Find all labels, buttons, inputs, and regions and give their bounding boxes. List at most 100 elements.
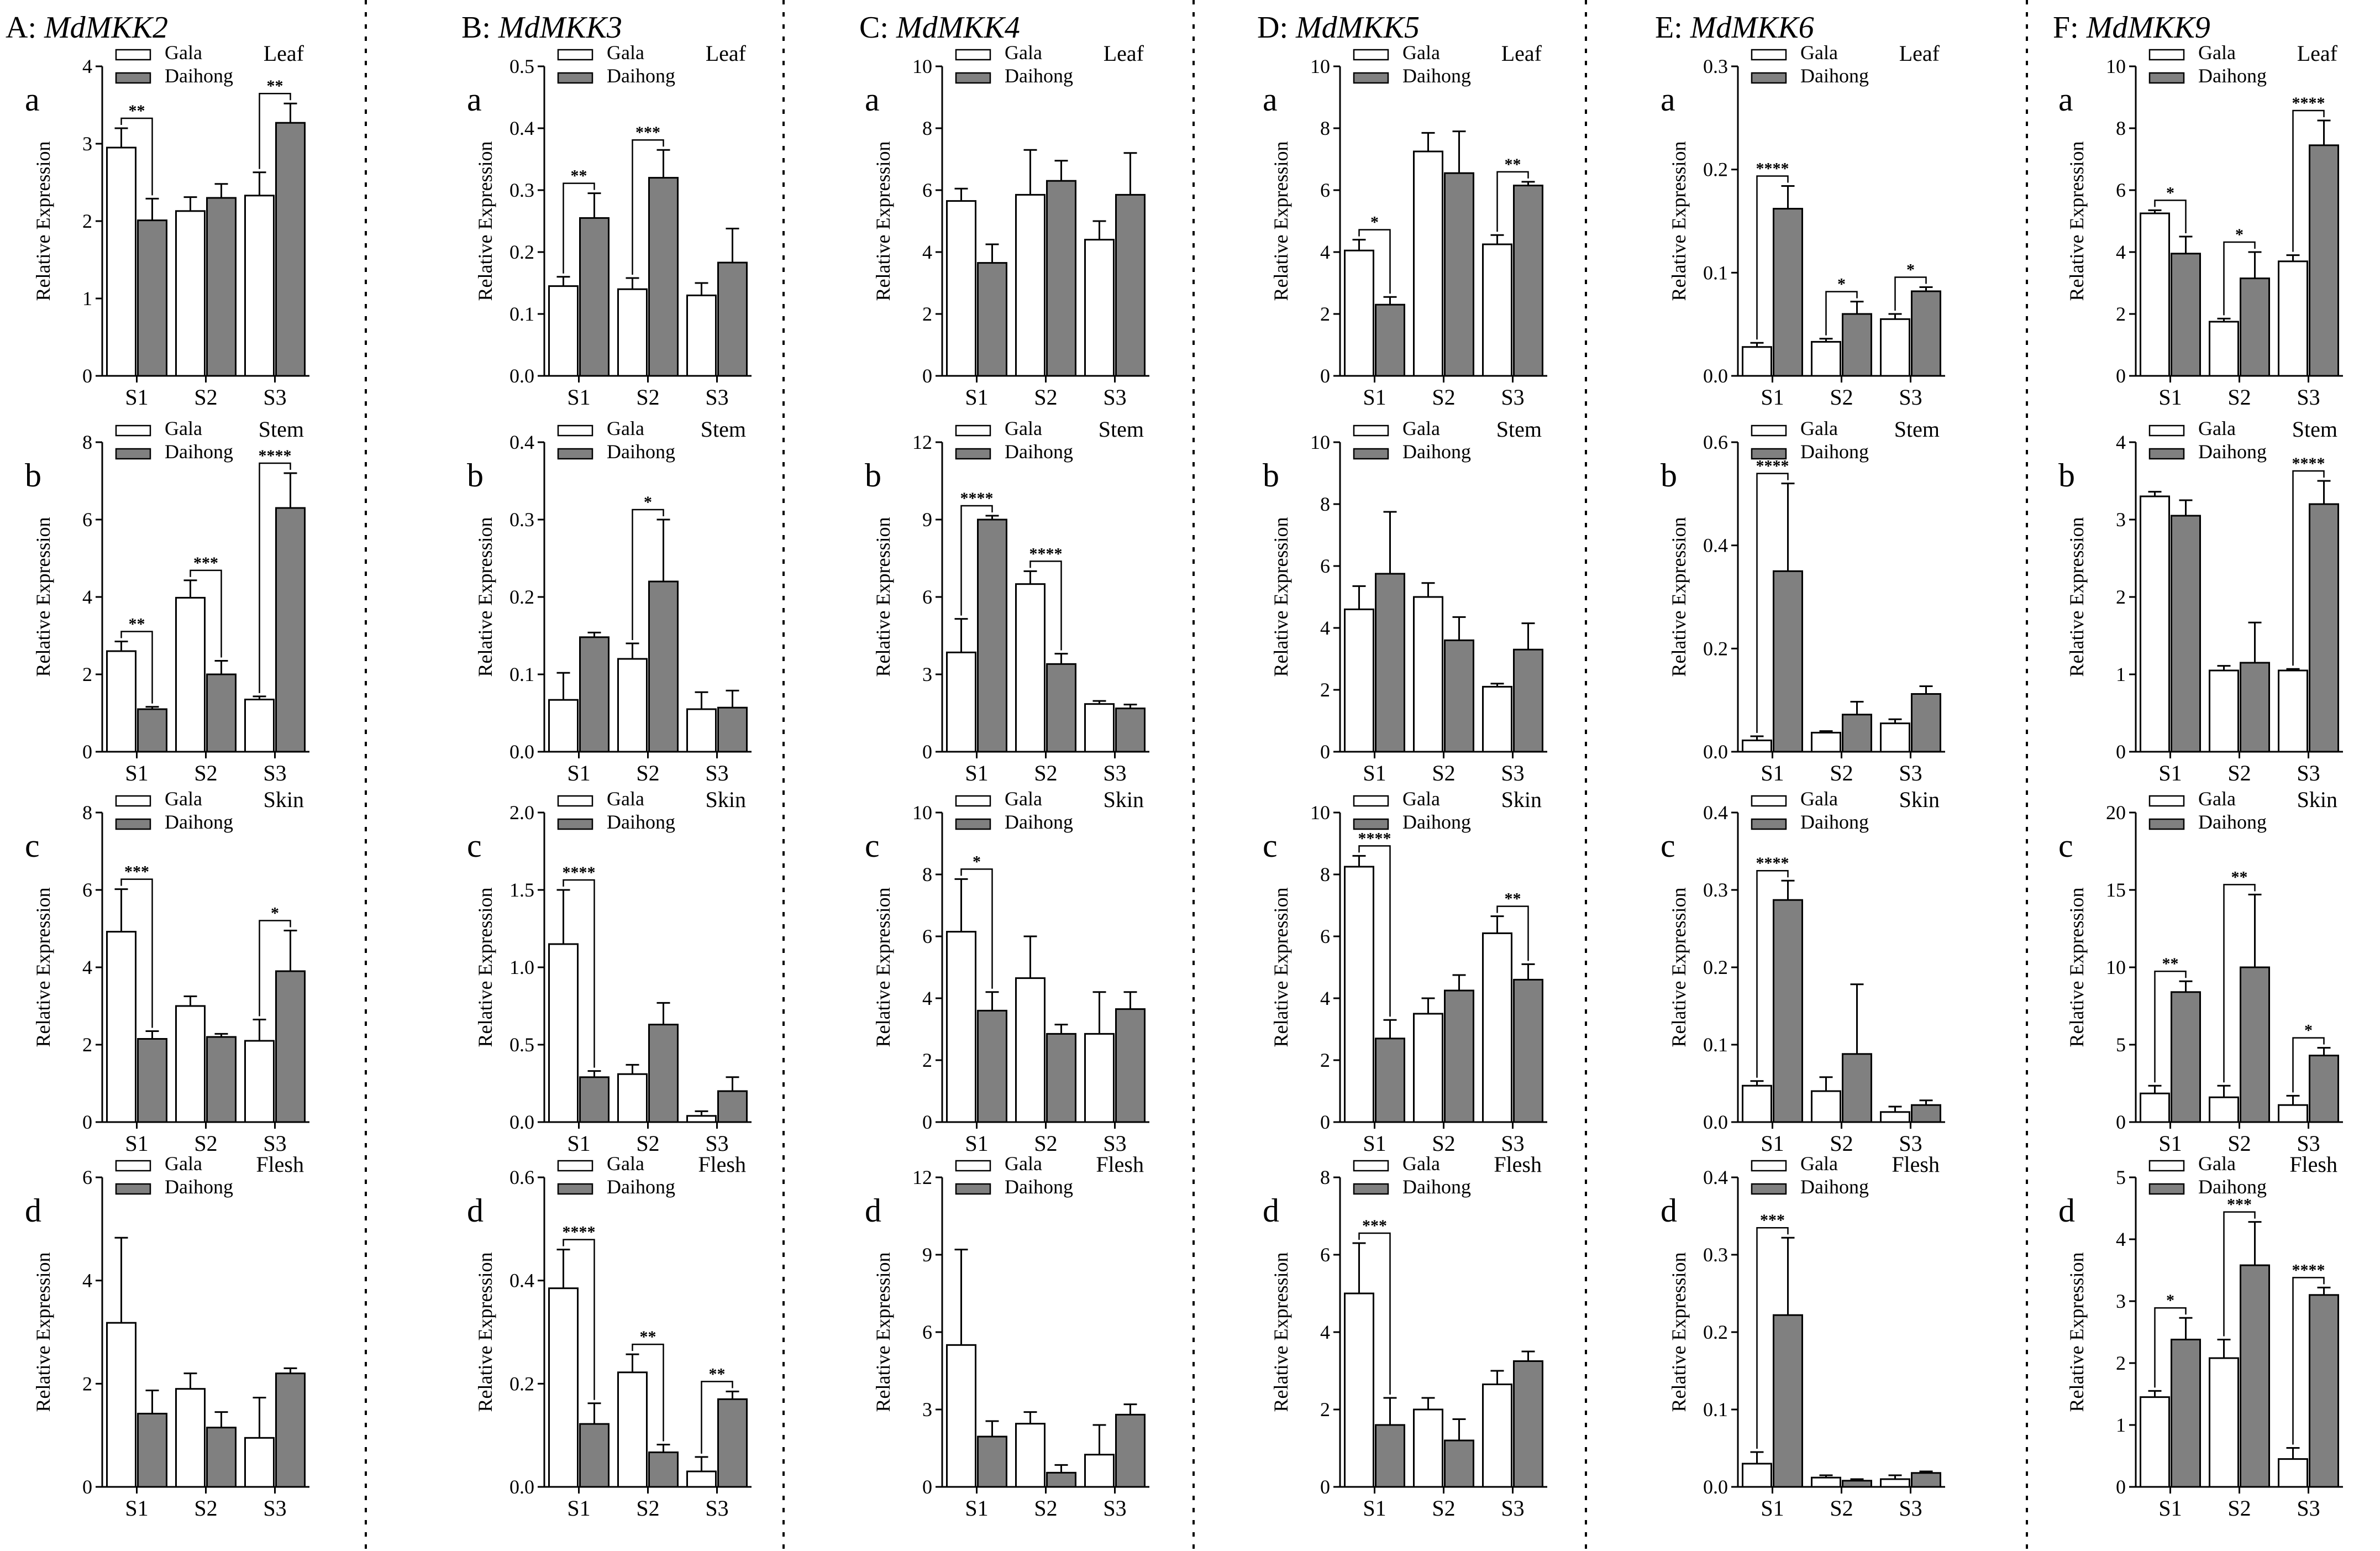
legend-swatch-daihong xyxy=(1751,448,1787,460)
bar-daihong xyxy=(1842,714,1872,753)
legend-swatch-daihong xyxy=(955,72,991,84)
y-tick-label: 2 xyxy=(2116,586,2126,608)
x-tick-label: S2 xyxy=(636,385,659,410)
bar-daihong xyxy=(1375,1424,1405,1488)
column-title: F: MdMKK9 xyxy=(2053,11,2210,45)
bar-gala xyxy=(175,1388,206,1488)
y-tick-label: 8 xyxy=(1320,117,1330,139)
bar-daihong xyxy=(717,1398,748,1488)
x-tick-label: S2 xyxy=(1830,1131,1853,1156)
significance-label: **** xyxy=(2292,454,2325,473)
y-tick-label: 4 xyxy=(1320,241,1330,263)
significance-bracket xyxy=(2223,1211,2256,1337)
x-tick-label: S2 xyxy=(636,1131,659,1156)
bar-daihong xyxy=(1513,185,1543,377)
bar-daihong xyxy=(1444,1439,1474,1488)
significance-bracket xyxy=(701,1381,733,1454)
y-tick-label: 2 xyxy=(1320,303,1330,325)
y-tick-label: 8 xyxy=(1320,1166,1330,1188)
y-tick-label: 0.3 xyxy=(1703,1244,1728,1266)
x-tick-label: S2 xyxy=(1830,761,1853,785)
legend-swatch-daihong xyxy=(557,72,593,84)
significance-bracket xyxy=(259,462,291,693)
bar-daihong xyxy=(206,1427,237,1488)
x-tick-label: S3 xyxy=(1899,761,1922,785)
y-tick-label: 0.2 xyxy=(1703,159,1728,181)
tissue-label: Stem xyxy=(701,417,746,442)
y-tick-label: 0.3 xyxy=(1703,55,1728,77)
y-tick-label: 4 xyxy=(922,241,932,263)
x-tick-label: S1 xyxy=(2158,385,2182,410)
x-tick-label: S3 xyxy=(1501,1131,1524,1156)
bar-daihong xyxy=(648,1024,679,1123)
row-label: a xyxy=(1661,81,1675,118)
significance-bracket xyxy=(1756,869,1789,1078)
x-tick-label: S2 xyxy=(2227,761,2251,785)
y-tick-label: 2 xyxy=(2116,1352,2126,1374)
y-tick-label: 0.3 xyxy=(509,509,534,531)
bar-daihong xyxy=(977,1009,1007,1123)
significance-bracket xyxy=(1358,1232,1391,1395)
x-tick-label: S3 xyxy=(1899,385,1922,410)
significance-bracket xyxy=(1358,845,1391,1017)
tissue-label: Leaf xyxy=(264,41,304,66)
y-tick-label: 0.3 xyxy=(509,179,534,201)
y-tick-label: 0 xyxy=(2116,365,2126,387)
bar-chart-mdmkk9-flesh: d Relative Expression 0 1 2 3 4 5 S1 * S2 *** S3 ****… xyxy=(2058,1152,2343,1521)
y-tick-label: 10 xyxy=(1310,801,1330,824)
y-tick-label: 1 xyxy=(82,287,92,310)
bar-daihong xyxy=(137,1038,167,1123)
tissue-label: Stem xyxy=(1099,417,1144,442)
x-tick-label: S1 xyxy=(1761,385,1784,410)
significance-label: * xyxy=(973,852,981,871)
y-tick-label: 10 xyxy=(1310,55,1330,77)
bar-daihong xyxy=(1375,573,1405,753)
bar-chart-mdmkk9-stem: b Relative Expression 0 1 2 3 4 S1 S2 S3 **** GalaD… xyxy=(2058,417,2343,785)
legend-swatch-gala xyxy=(2148,795,2185,807)
significance-label: * xyxy=(644,493,652,511)
legend-swatch-gala xyxy=(2148,49,2185,61)
panel-letter: F: xyxy=(2053,11,2087,45)
y-tick-label: 0 xyxy=(82,741,92,763)
gene-name: MdMKK6 xyxy=(1690,11,1814,45)
legend-swatch-gala xyxy=(1751,49,1787,61)
legend-swatch-daihong xyxy=(1353,448,1389,460)
bar-gala xyxy=(1880,318,1910,377)
x-tick-label: S1 xyxy=(965,1131,988,1156)
bar-gala xyxy=(244,1437,275,1488)
y-tick-label: 0 xyxy=(1320,741,1330,763)
legend-swatch-daihong xyxy=(557,818,593,830)
bar-gala xyxy=(946,200,976,377)
y-tick-label: 0 xyxy=(1320,365,1330,387)
x-tick-label: S3 xyxy=(2297,1131,2320,1156)
legend-swatch-daihong xyxy=(1353,1183,1389,1195)
bar-daihong xyxy=(1375,303,1405,377)
bar-daihong xyxy=(2309,144,2339,377)
significance-label: **** xyxy=(259,447,292,465)
y-tick-label: 4 xyxy=(1320,1321,1330,1343)
x-tick-label: S2 xyxy=(1034,1496,1057,1521)
y-tick-label: 0.3 xyxy=(1703,879,1728,901)
significance-label: **** xyxy=(1756,160,1789,178)
y-axis-title: Relative Expression xyxy=(1668,888,1690,1047)
bar-daihong xyxy=(206,197,237,377)
x-tick-label: S2 xyxy=(636,1496,659,1521)
legend-swatch-daihong xyxy=(1353,72,1389,84)
legend-label: Daihong xyxy=(1800,811,1869,833)
significance-bracket xyxy=(259,920,291,1016)
bar-daihong xyxy=(275,507,306,753)
x-tick-label: S3 xyxy=(263,385,286,410)
legend-swatch-gala xyxy=(557,1160,593,1172)
bar-gala xyxy=(1413,1408,1443,1488)
bar-chart-mdmkk5-stem: b Relative Expression 0 2 4 6 8 10 S1 S2 S3 GalaDai… xyxy=(1263,417,1547,785)
legend-label: Daihong xyxy=(165,811,233,833)
y-tick-label: 6 xyxy=(922,586,932,608)
bar-daihong xyxy=(579,636,610,753)
bar-daihong xyxy=(2240,662,2270,753)
bar-gala xyxy=(1413,150,1443,377)
x-tick-label: S1 xyxy=(567,1131,590,1156)
row-label: d xyxy=(2058,1192,2075,1229)
legend-swatch-daihong xyxy=(557,1183,593,1195)
y-tick-label: 0.2 xyxy=(509,1372,534,1395)
tissue-label: Flesh xyxy=(1494,1152,1542,1177)
